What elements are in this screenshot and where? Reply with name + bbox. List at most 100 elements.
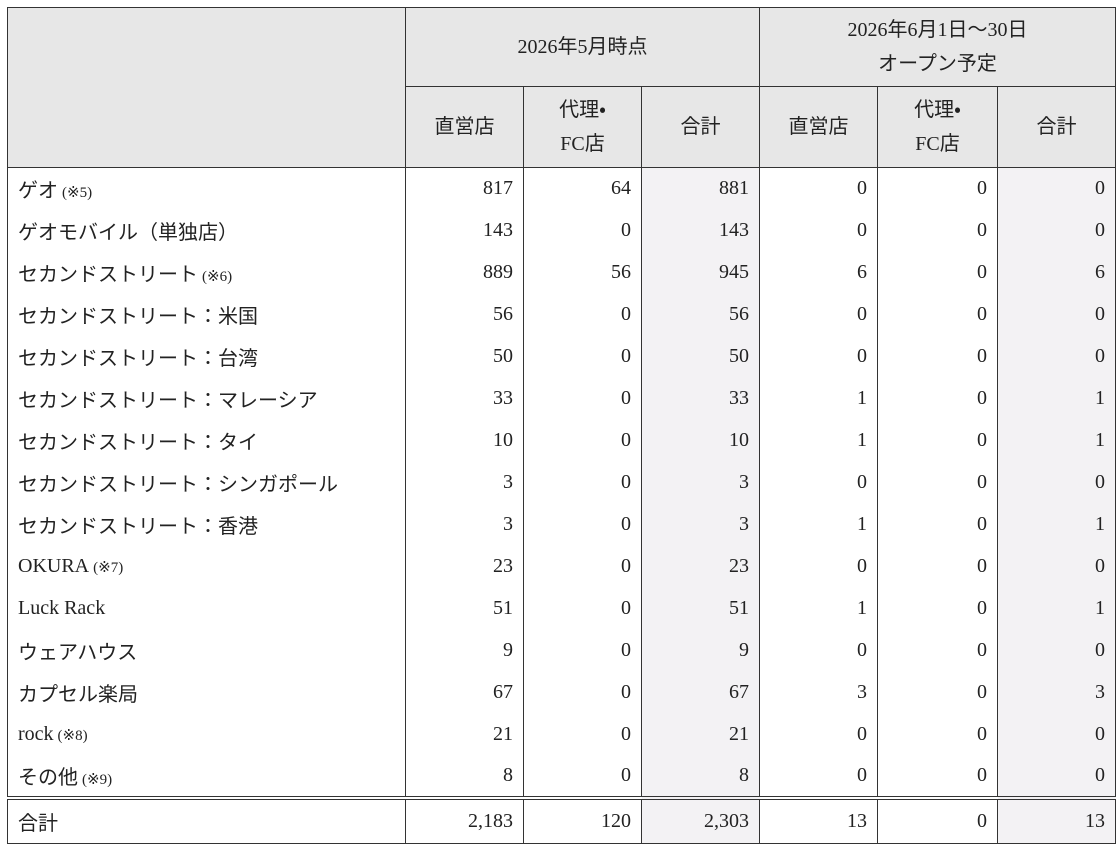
value-cell: 8 <box>641 755 760 798</box>
value-cell: 10 <box>405 419 524 462</box>
row-name: セカンドストリート：米国 <box>18 306 258 328</box>
value-cell: 0 <box>759 713 878 756</box>
value-cell: 1 <box>997 503 1116 546</box>
header-text: 代理・ <box>914 99 961 121</box>
value-cell: 64 <box>523 167 642 210</box>
value-cell: 56 <box>523 251 642 294</box>
value-cell: 0 <box>877 755 998 798</box>
value-cell: 13 <box>759 795 878 844</box>
value-cell: 3 <box>997 671 1116 714</box>
value-cell: 1 <box>997 377 1116 420</box>
value-cell: 0 <box>523 461 642 504</box>
value-cell: 0 <box>877 795 998 844</box>
value-cell: 0 <box>759 461 878 504</box>
header-text: 直営店 <box>788 116 849 138</box>
row-name: ウェアハウス <box>18 642 138 664</box>
value-cell: 0 <box>997 335 1116 378</box>
row-label: rock (※8) <box>7 713 406 756</box>
value-cell: 817 <box>405 167 524 210</box>
data-row: カプセル楽局 67 0 67 3 0 3 <box>7 671 1116 714</box>
value-cell: 0 <box>877 545 998 588</box>
value-cell: 0 <box>877 461 998 504</box>
row-note: (※7) <box>93 560 124 576</box>
row-name: 合計 <box>18 812 58 835</box>
row-note: (※6) <box>202 269 233 285</box>
row-note: (※8) <box>57 728 88 744</box>
value-cell: 3 <box>405 503 524 546</box>
row-name: ゲオモバイル（単独店） <box>18 222 238 244</box>
value-cell: 0 <box>523 503 642 546</box>
value-cell: 1 <box>759 419 878 462</box>
row-label: Luck Rack <box>7 587 406 630</box>
row-note: (※9) <box>82 772 113 788</box>
header-text: 直営店 <box>434 116 495 138</box>
row-label: セカンドストリート：マレーシア <box>7 377 406 420</box>
row-label: セカンドストリート：香港 <box>7 503 406 546</box>
table-header: 2026年5月時点 2026年6月1日～30日 オープン予定 直営店 代理・ FC店 合計… <box>7 7 1116 168</box>
value-cell: 143 <box>641 209 760 252</box>
row-name: セカンドストリート：台湾 <box>18 348 258 370</box>
data-row: ゲオモバイル（単独店） 143 0 143 0 0 0 <box>7 209 1116 252</box>
data-row: ウェアハウス 9 0 9 0 0 0 <box>7 629 1116 672</box>
value-cell: 33 <box>405 377 524 420</box>
value-cell: 9 <box>405 629 524 672</box>
value-cell: 13 <box>997 795 1116 844</box>
value-cell: 0 <box>523 545 642 588</box>
row-label: カプセル楽局 <box>7 671 406 714</box>
value-cell: 1 <box>997 587 1116 630</box>
value-cell: 889 <box>405 251 524 294</box>
sub-header: 代理・ FC店 <box>877 86 998 168</box>
row-note: (※5) <box>62 185 93 202</box>
value-cell: 9 <box>641 629 760 672</box>
table-body: ゲオ (※5) 817 64 881 0 0 0 ゲオモバイル（単独店） 143 0 143 0 0 0 セカ… <box>7 167 1116 844</box>
sub-header: 直営店 <box>759 86 878 168</box>
value-cell: 0 <box>877 629 998 672</box>
header-text: 代理・ <box>559 99 606 121</box>
value-cell: 945 <box>641 251 760 294</box>
row-name: ゲオ <box>18 180 58 203</box>
header-text: 2026年6月1日～30日 <box>847 19 1028 41</box>
value-cell: 0 <box>997 293 1116 336</box>
value-cell: 51 <box>405 587 524 630</box>
value-cell: 0 <box>877 377 998 420</box>
value-cell: 67 <box>641 671 760 714</box>
value-cell: 3 <box>641 503 760 546</box>
value-cell: 0 <box>523 419 642 462</box>
value-cell: 0 <box>877 251 998 294</box>
row-name: セカンドストリート：シンガポール <box>18 474 338 496</box>
header-row: 2026年5月時点 2026年6月1日～30日 オープン予定 <box>7 7 1116 168</box>
value-cell: 21 <box>405 713 524 756</box>
header-text: 2026年5月時点 <box>517 36 648 58</box>
value-cell: 0 <box>523 671 642 714</box>
data-row: セカンドストリート：香港 3 0 3 1 0 1 <box>7 503 1116 546</box>
value-cell: 0 <box>997 545 1116 588</box>
data-row: セカンドストリート：マレーシア 33 0 33 1 0 1 <box>7 377 1116 420</box>
row-name: その他 <box>18 767 78 789</box>
sub-header: 直営店 <box>405 86 524 168</box>
value-cell: 0 <box>759 545 878 588</box>
value-cell: 56 <box>641 293 760 336</box>
row-name: セカンドストリート：タイ <box>18 432 258 454</box>
value-cell: 0 <box>877 167 998 210</box>
value-cell: 0 <box>523 755 642 798</box>
row-label: セカンドストリート：台湾 <box>7 335 406 378</box>
value-cell: 0 <box>877 209 998 252</box>
value-cell: 0 <box>523 209 642 252</box>
value-cell: 0 <box>997 713 1116 756</box>
row-label: ウェアハウス <box>7 629 406 672</box>
value-cell: 1 <box>759 587 878 630</box>
group-header: 2026年6月1日～30日 オープン予定 <box>759 7 1116 87</box>
value-cell: 0 <box>759 755 878 798</box>
row-label: セカンドストリート：米国 <box>7 293 406 336</box>
row-name: カプセル楽局 <box>18 684 138 706</box>
row-label: その他 (※9) <box>7 755 406 798</box>
row-name: セカンドストリート <box>18 264 198 286</box>
group-header: 2026年5月時点 <box>405 7 760 87</box>
corner-cell <box>7 7 406 168</box>
value-cell: 3 <box>759 671 878 714</box>
value-cell: 2,303 <box>641 795 760 844</box>
data-row: セカンドストリート：台湾 50 0 50 0 0 0 <box>7 335 1116 378</box>
value-cell: 3 <box>641 461 760 504</box>
row-name: セカンドストリート：マレーシア <box>18 390 318 412</box>
value-cell: 50 <box>405 335 524 378</box>
